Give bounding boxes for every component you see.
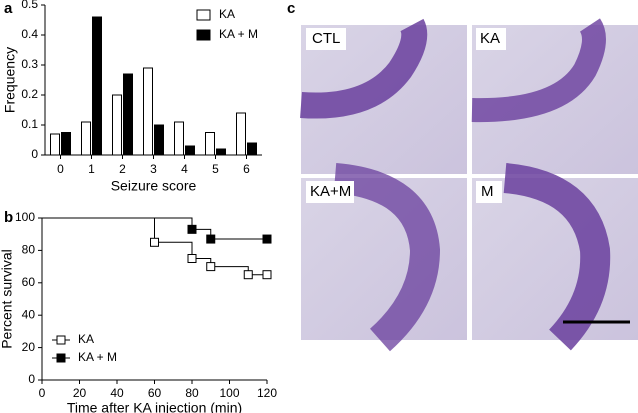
y-tick-label: 0: [28, 372, 35, 386]
marker: [206, 262, 216, 272]
bar: [143, 67, 153, 156]
legend-swatch: [196, 29, 211, 41]
legend-marker: [56, 353, 66, 363]
bar: [185, 145, 195, 156]
y-tick-label: 0.1: [21, 117, 38, 131]
x-tick-label: 3: [150, 162, 157, 176]
panel-label: b: [4, 209, 13, 226]
survival-line: [42, 217, 267, 240]
y-tick-label: 0.5: [21, 0, 38, 11]
x-tick-label: 0: [57, 162, 64, 176]
micrograph-tile: KA+M: [301, 163, 467, 352]
bar: [236, 112, 246, 156]
legend-marker: [56, 335, 66, 345]
bar: [81, 121, 91, 156]
y-axis-label: Frequency: [2, 47, 18, 113]
micrograph-tile: M: [472, 163, 638, 351]
x-tick-label: 4: [181, 162, 188, 176]
bar: [174, 121, 184, 156]
y-axis-label: Percent survival: [0, 249, 15, 349]
micrograph-label: KA+M: [310, 183, 351, 200]
legend-label: KA: [219, 7, 235, 21]
x-axis-label: Seizure score: [111, 178, 197, 194]
bar: [154, 124, 164, 156]
bar: [112, 94, 122, 156]
x-tick-label: 60: [148, 386, 162, 400]
y-tick-label: 0: [31, 147, 38, 161]
micrograph-label: M: [481, 183, 494, 200]
marker: [187, 224, 197, 234]
x-tick-label: 120: [257, 386, 277, 400]
micrograph-label: KA: [480, 30, 500, 47]
bar: [50, 133, 60, 156]
y-tick-label: 60: [22, 275, 36, 289]
y-tick-label: 80: [22, 243, 36, 257]
marker: [150, 237, 159, 247]
bar: [123, 73, 133, 156]
panel-label: c: [287, 0, 295, 17]
micrograph-tile: CTL: [300, 18, 467, 174]
y-tick-label: 100: [15, 210, 35, 224]
legend-label: KA: [78, 332, 94, 346]
x-tick-label: 100: [219, 386, 239, 400]
bar: [216, 148, 226, 156]
marker: [206, 234, 216, 244]
y-tick-label: 40: [22, 307, 36, 321]
x-tick-label: 6: [243, 162, 250, 176]
bar: [247, 142, 257, 156]
panel-label: a: [4, 0, 13, 17]
marker: [262, 234, 272, 244]
bar: [205, 132, 215, 156]
bar: [61, 132, 71, 156]
x-tick-label: 5: [212, 162, 219, 176]
bar: [92, 16, 102, 156]
marker: [187, 254, 197, 263]
marker: [262, 270, 272, 280]
x-tick-label: 80: [185, 386, 199, 400]
legend-label: KA + M: [78, 350, 117, 364]
micrograph-label: CTL: [312, 30, 340, 47]
y-tick-label: 0.4: [21, 27, 38, 41]
marker: [243, 270, 253, 280]
micrograph-tile: KA: [471, 18, 638, 174]
y-tick-label: 20: [22, 340, 36, 354]
y-tick-label: 0.3: [21, 57, 38, 71]
legend-label: KA + M: [219, 27, 258, 41]
x-tick-label: 1: [88, 162, 95, 176]
y-tick-label: 0.2: [21, 87, 38, 101]
x-tick-label: 2: [119, 162, 126, 176]
legend-swatch: [196, 9, 211, 21]
x-tick-label: 20: [73, 386, 87, 400]
x-axis-label: Time after KA injection (min): [67, 400, 242, 413]
x-tick-label: 40: [110, 386, 124, 400]
x-tick-label: 0: [39, 386, 46, 400]
